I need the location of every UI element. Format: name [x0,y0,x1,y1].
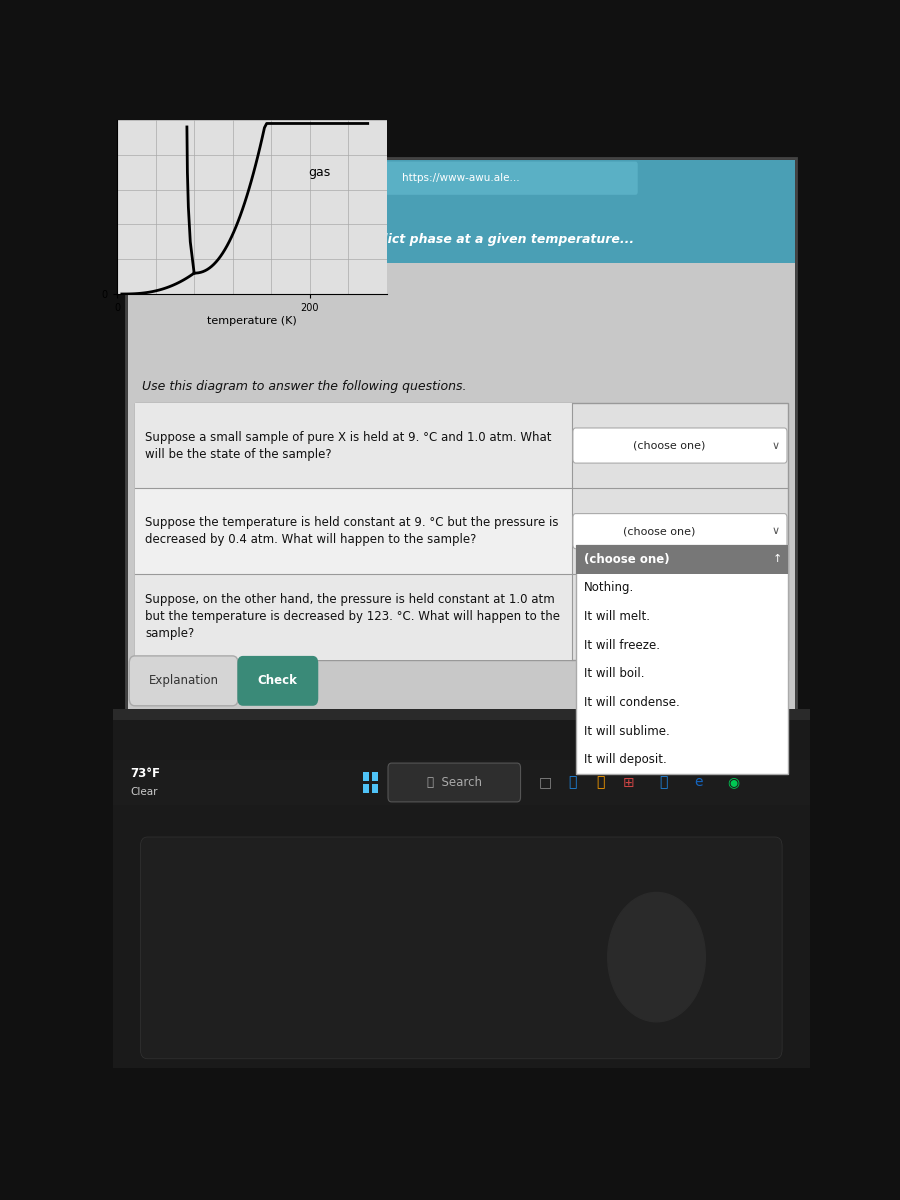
Text: Suppose, on the other hand, the pressure is held constant at 1.0 atm
but the tem: Suppose, on the other hand, the pressure… [145,593,561,641]
FancyBboxPatch shape [573,514,787,548]
FancyBboxPatch shape [284,162,638,194]
FancyBboxPatch shape [363,773,369,781]
Text: It will boil.: It will boil. [584,667,644,680]
Text: It will sublime.: It will sublime. [584,725,670,738]
FancyBboxPatch shape [135,403,788,660]
Text: ∨: ∨ [772,526,780,536]
FancyBboxPatch shape [126,158,796,713]
FancyBboxPatch shape [372,773,378,781]
Text: ⊞: ⊞ [623,775,634,790]
FancyBboxPatch shape [112,713,810,1068]
Text: ◉: ◉ [727,775,739,790]
Text: ∨: ∨ [158,239,167,253]
Text: e: e [694,775,703,790]
Text: □: □ [538,775,552,790]
Text: It will condense.: It will condense. [584,696,680,709]
Text: Use this diagram to answer the following questions.: Use this diagram to answer the following… [142,379,466,392]
Text: 🔷: 🔷 [660,775,668,790]
Text: ↑: ↑ [772,554,782,564]
Text: Explanation: Explanation [148,674,219,688]
Text: It will deposit.: It will deposit. [584,754,667,767]
FancyBboxPatch shape [573,428,787,463]
FancyBboxPatch shape [135,574,572,660]
Text: 🔒: 🔒 [263,173,269,184]
Text: ⌕  Search: ⌕ Search [427,776,482,788]
FancyBboxPatch shape [576,545,788,774]
Text: (choose one): (choose one) [584,553,670,566]
FancyBboxPatch shape [128,160,795,197]
FancyBboxPatch shape [128,197,795,710]
Text: 73°F: 73°F [130,767,160,780]
FancyBboxPatch shape [372,785,378,793]
FancyBboxPatch shape [135,403,572,488]
FancyBboxPatch shape [388,763,520,802]
Text: 🎥: 🎥 [569,775,577,790]
FancyBboxPatch shape [576,545,788,574]
FancyBboxPatch shape [112,708,810,720]
Text: (choose one): (choose one) [623,526,696,536]
Text: ≡: ≡ [137,221,154,240]
FancyBboxPatch shape [142,226,183,268]
FancyBboxPatch shape [140,838,782,1058]
Text: It will melt.: It will melt. [584,610,650,623]
FancyBboxPatch shape [238,656,319,706]
Text: 📁: 📁 [597,775,605,790]
FancyBboxPatch shape [130,656,238,706]
Text: Clear: Clear [130,787,158,797]
Text: Using a phase diagram to predict phase at a given temperature...: Using a phase diagram to predict phase a… [170,234,634,246]
Text: ∨: ∨ [772,440,780,450]
Text: https://www-awu.ale...: https://www-awu.ale... [402,173,520,184]
Text: Suppose a small sample of pure X is held at 9. °C and 1.0 atm. What
will be the : Suppose a small sample of pure X is held… [145,431,552,461]
Text: Suppose the temperature is held constant at 9. °C but the pressure is
decreased : Suppose the temperature is held constant… [145,516,559,546]
Text: ←   C: ← C [144,173,172,184]
FancyBboxPatch shape [363,785,369,793]
FancyBboxPatch shape [135,488,572,574]
Text: gas: gas [309,166,330,179]
X-axis label: temperature (K): temperature (K) [207,316,297,326]
Text: Nothing.: Nothing. [584,582,634,594]
Circle shape [608,893,706,1022]
Text: Check: Check [258,674,298,688]
Text: It will freeze.: It will freeze. [584,638,660,652]
Text: ● STATES OF MATTER: ● STATES OF MATTER [170,209,279,217]
FancyBboxPatch shape [128,197,795,263]
Text: (choose one): (choose one) [634,440,706,450]
Text: C: C [148,222,156,232]
FancyBboxPatch shape [112,761,810,805]
